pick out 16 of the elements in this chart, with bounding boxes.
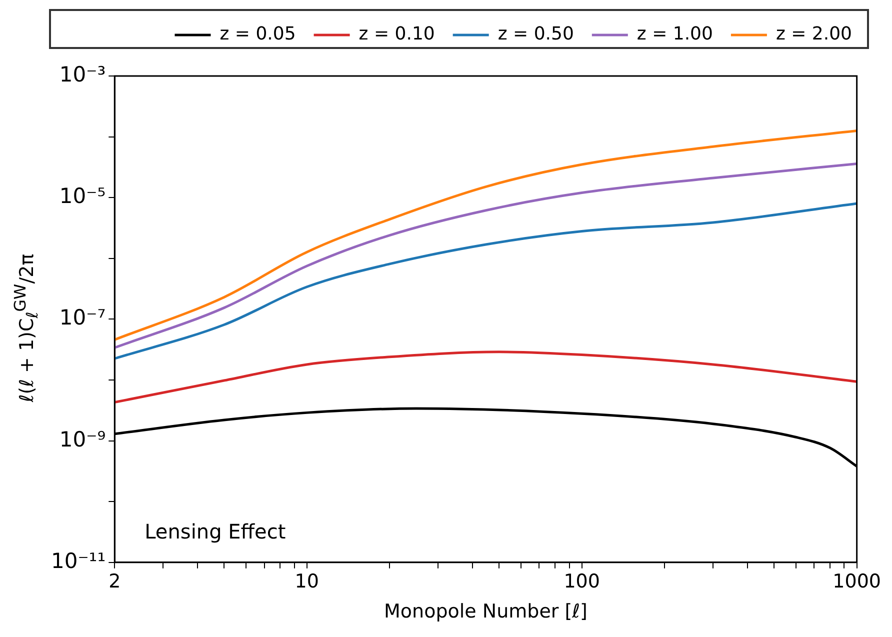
- y-tick-label: 10⁻¹¹: [50, 548, 106, 573]
- legend-label: z = 0.50: [498, 24, 574, 45]
- legend-label: z = 0.10: [358, 24, 435, 45]
- legend-label: z = 1.00: [636, 24, 713, 45]
- y-tick-label: 10⁻⁵: [59, 184, 106, 208]
- legend-label: z = 0.05: [220, 24, 296, 45]
- annotation: Lensing Effect: [144, 519, 286, 544]
- x-axis-title: Monopole Number [ℓ]: [384, 600, 588, 623]
- y-tick-label: 10⁻³: [59, 62, 106, 86]
- y-tick-label: 10⁻⁷: [59, 306, 106, 330]
- legend-label: z = 2.00: [776, 24, 852, 45]
- x-tick-label: 10: [294, 570, 319, 593]
- x-tick-label: 100: [564, 570, 600, 593]
- y-tick-label: 10⁻⁹: [59, 427, 106, 452]
- x-tick-label: 1000: [832, 570, 882, 593]
- x-tick-label: 2: [108, 570, 121, 593]
